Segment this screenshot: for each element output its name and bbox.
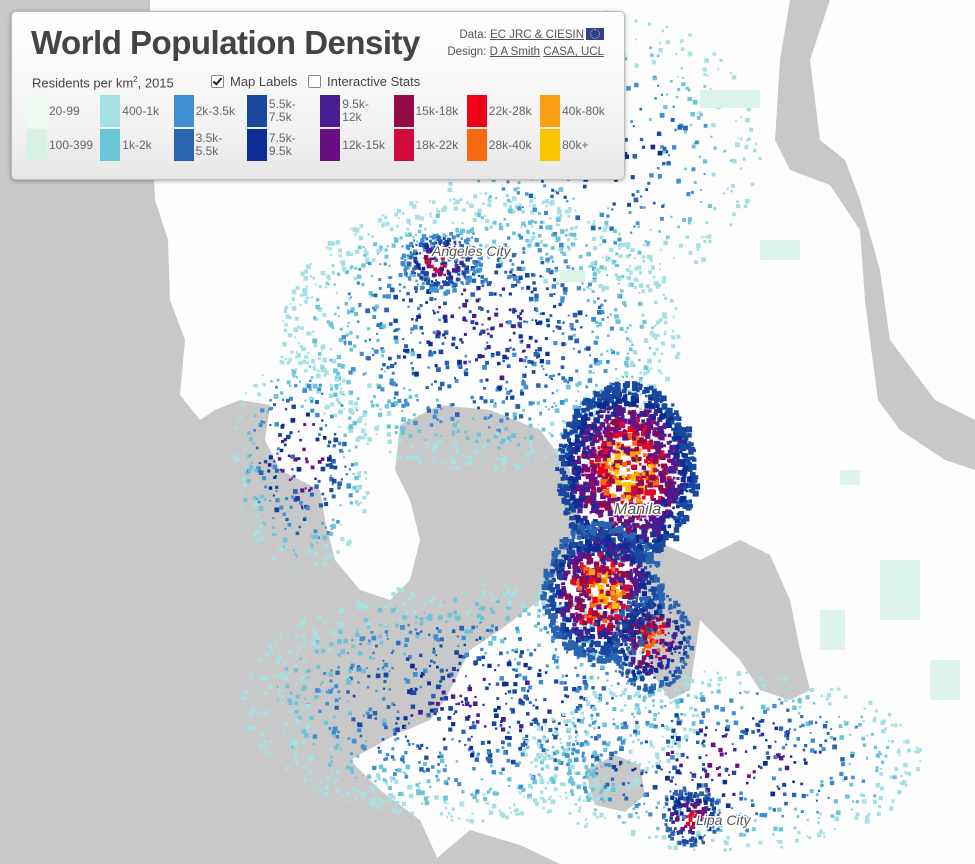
legend-item: 400-1k	[100, 95, 159, 127]
legend-label: 15k-18k	[415, 103, 459, 118]
legend-item: 2k-3.5k	[173, 95, 235, 127]
legend-panel: World Population Density Data: EC JRC & …	[11, 11, 625, 180]
interactive-stats-toggle[interactable]: Interactive Stats	[308, 74, 420, 89]
checkbox-unchecked-icon	[308, 75, 321, 88]
legend-label: 7.5k-9.5k	[268, 131, 296, 158]
legend-label: 20-99	[49, 103, 80, 118]
data-prefix: Data:	[459, 29, 487, 41]
legend-item: 20-99	[27, 95, 80, 127]
credits: Data: EC JRC & CIESIN Design: D A Smith …	[447, 27, 604, 61]
legend-label: 12k-15k	[342, 137, 385, 152]
density-overlay	[230, 10, 960, 852]
legend-label: 28k-40k	[488, 137, 532, 152]
legend-label: 2k-3.5k	[195, 103, 235, 118]
legend-item: 22k-28k	[466, 95, 532, 127]
legend-swatch	[320, 95, 341, 127]
legend-swatch	[320, 129, 341, 161]
legend-label: 1k-2k	[122, 137, 152, 152]
legend-swatch	[173, 95, 194, 127]
city-label-manila: Manila	[614, 501, 661, 518]
legend-label: 18k-22k	[415, 137, 459, 152]
legend-label: 80k+	[562, 137, 589, 152]
legend-label: 40k-80k	[562, 103, 605, 118]
institution-link[interactable]: CASA, UCL	[543, 46, 604, 58]
legend-item: 15k-18k	[393, 95, 459, 127]
manila-bay	[400, 405, 580, 560]
city-label-angeles: Angeles City	[431, 243, 512, 259]
legend-swatch	[466, 129, 487, 161]
legend-item: 5.5k-7.5k	[246, 95, 315, 127]
checkbox-checked-icon	[211, 75, 224, 88]
legend-swatch	[27, 95, 47, 127]
map-title: World Population Density	[31, 24, 420, 61]
legend-swatch	[540, 129, 561, 161]
legend-item: 100-399	[27, 129, 93, 161]
legend-swatch	[100, 95, 121, 127]
legend-label: 5.5k-7.5k	[268, 97, 296, 124]
city-label-lipa: Lipa City	[696, 812, 751, 828]
legend-swatch	[540, 95, 561, 127]
legend-item: 40k-80k	[540, 95, 605, 127]
legend-swatch	[246, 129, 267, 161]
legend-label: 400-1k	[122, 103, 159, 118]
legend-item: 12k-15k	[320, 129, 385, 161]
legend-swatch	[246, 95, 267, 127]
legend-label: 9.5k-12k	[342, 97, 369, 124]
legend-item: 3.5k-5.5k	[173, 129, 242, 161]
legend-item: 28k-40k	[466, 129, 532, 161]
legend-item: 9.5k-12k	[320, 95, 388, 127]
legend-swatch	[466, 95, 487, 127]
eu-flag-icon	[586, 28, 604, 40]
legend-label: 100-399	[49, 137, 94, 152]
data-source-link[interactable]: EC JRC & CIESIN	[490, 29, 584, 41]
design-prefix: Design:	[447, 46, 487, 58]
legend-swatch	[393, 129, 414, 161]
legend-item: 80k+	[540, 129, 588, 161]
legend-label: 3.5k-5.5k	[195, 131, 223, 158]
legend-item: 1k-2k	[100, 129, 152, 161]
map-labels-toggle[interactable]: Map Labels	[211, 74, 297, 89]
legend-swatch	[100, 129, 121, 161]
legend-swatch	[27, 129, 47, 161]
legend-label: 22k-28k	[488, 103, 532, 118]
legend-swatch	[393, 95, 414, 127]
legend-item: 7.5k-9.5k	[246, 129, 315, 161]
legend-item: 18k-22k	[393, 129, 459, 161]
designer-link[interactable]: D A Smith	[489, 46, 541, 58]
legend-subtitle: Residents per km2, 2015	[32, 75, 174, 91]
legend-swatch	[173, 129, 194, 161]
